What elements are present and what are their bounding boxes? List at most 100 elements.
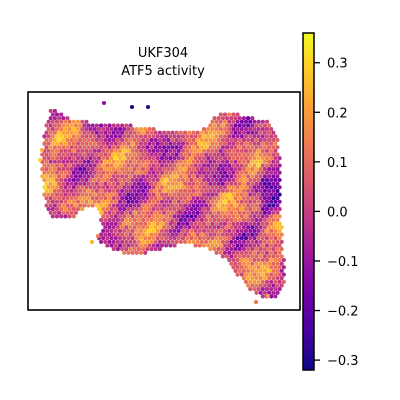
spot [103, 225, 108, 230]
spot [233, 174, 238, 179]
spot [277, 192, 282, 197]
spot [73, 152, 78, 157]
spot [243, 141, 249, 146]
spot [138, 214, 144, 219]
spot [138, 177, 144, 183]
spot [241, 239, 246, 244]
spot [162, 130, 167, 135]
spot [258, 152, 263, 157]
spot [248, 236, 253, 241]
spot [92, 192, 97, 197]
spot [275, 174, 280, 179]
spot [218, 156, 223, 161]
spot [201, 170, 207, 175]
spot [183, 225, 188, 230]
spot [105, 192, 110, 197]
spot [254, 203, 259, 208]
spot [149, 188, 154, 193]
spot [90, 174, 95, 179]
spot [189, 163, 194, 168]
spot [59, 192, 64, 197]
spot [96, 127, 102, 132]
spot [88, 156, 93, 161]
spot [80, 163, 85, 168]
spot [258, 188, 263, 193]
spot [159, 236, 165, 241]
spot [262, 232, 267, 237]
spot [86, 159, 91, 164]
spot [237, 181, 242, 186]
spot [260, 279, 265, 284]
spot [107, 203, 112, 208]
spot [271, 159, 276, 164]
spot [222, 214, 228, 219]
spot [120, 123, 125, 128]
spot [256, 228, 261, 233]
spot [195, 196, 200, 201]
spot [164, 221, 169, 226]
spot [233, 123, 238, 128]
spot [145, 232, 150, 237]
spot [107, 181, 112, 186]
spot [279, 239, 284, 244]
spot [143, 141, 148, 146]
spot [122, 192, 127, 197]
spot [134, 127, 139, 132]
spot [214, 163, 219, 168]
spot [84, 141, 89, 146]
spot [267, 254, 272, 259]
spot [63, 148, 68, 153]
spot [279, 254, 284, 259]
spot [141, 167, 146, 172]
spot [239, 214, 244, 219]
spot [138, 148, 144, 153]
spot [233, 254, 238, 259]
spot [180, 177, 186, 183]
spot [136, 217, 141, 223]
spot [206, 199, 211, 204]
spot [134, 163, 139, 168]
spot [115, 181, 120, 186]
spot [136, 159, 141, 164]
spot [191, 225, 196, 230]
spot [248, 163, 253, 168]
spot [117, 199, 123, 204]
spot [71, 199, 76, 204]
spot [193, 163, 198, 168]
spot [155, 156, 160, 161]
spot [103, 203, 108, 208]
spot [183, 145, 188, 150]
spot [235, 199, 240, 204]
spot [248, 228, 253, 233]
spot [162, 225, 167, 230]
spot [237, 174, 242, 179]
spot [264, 127, 270, 132]
spot [256, 279, 261, 284]
spot [262, 167, 267, 172]
spot [134, 156, 139, 161]
spot [111, 167, 116, 172]
spot [254, 261, 259, 266]
spot [82, 130, 87, 135]
spot [147, 177, 152, 183]
spot [204, 137, 209, 143]
spot [246, 239, 251, 244]
spot [214, 243, 219, 248]
spot [225, 174, 230, 179]
spot [212, 210, 217, 215]
spot [258, 276, 263, 281]
spot [189, 199, 194, 204]
spot [149, 167, 154, 172]
spot [239, 170, 244, 175]
spot [168, 207, 173, 212]
spot [193, 236, 198, 241]
spot [269, 257, 274, 263]
spot [149, 217, 154, 223]
spot [86, 181, 91, 186]
spot [44, 196, 49, 201]
spot [206, 192, 211, 197]
spot [71, 119, 76, 124]
spot [86, 167, 91, 172]
spot [151, 185, 156, 190]
spot [250, 130, 255, 135]
